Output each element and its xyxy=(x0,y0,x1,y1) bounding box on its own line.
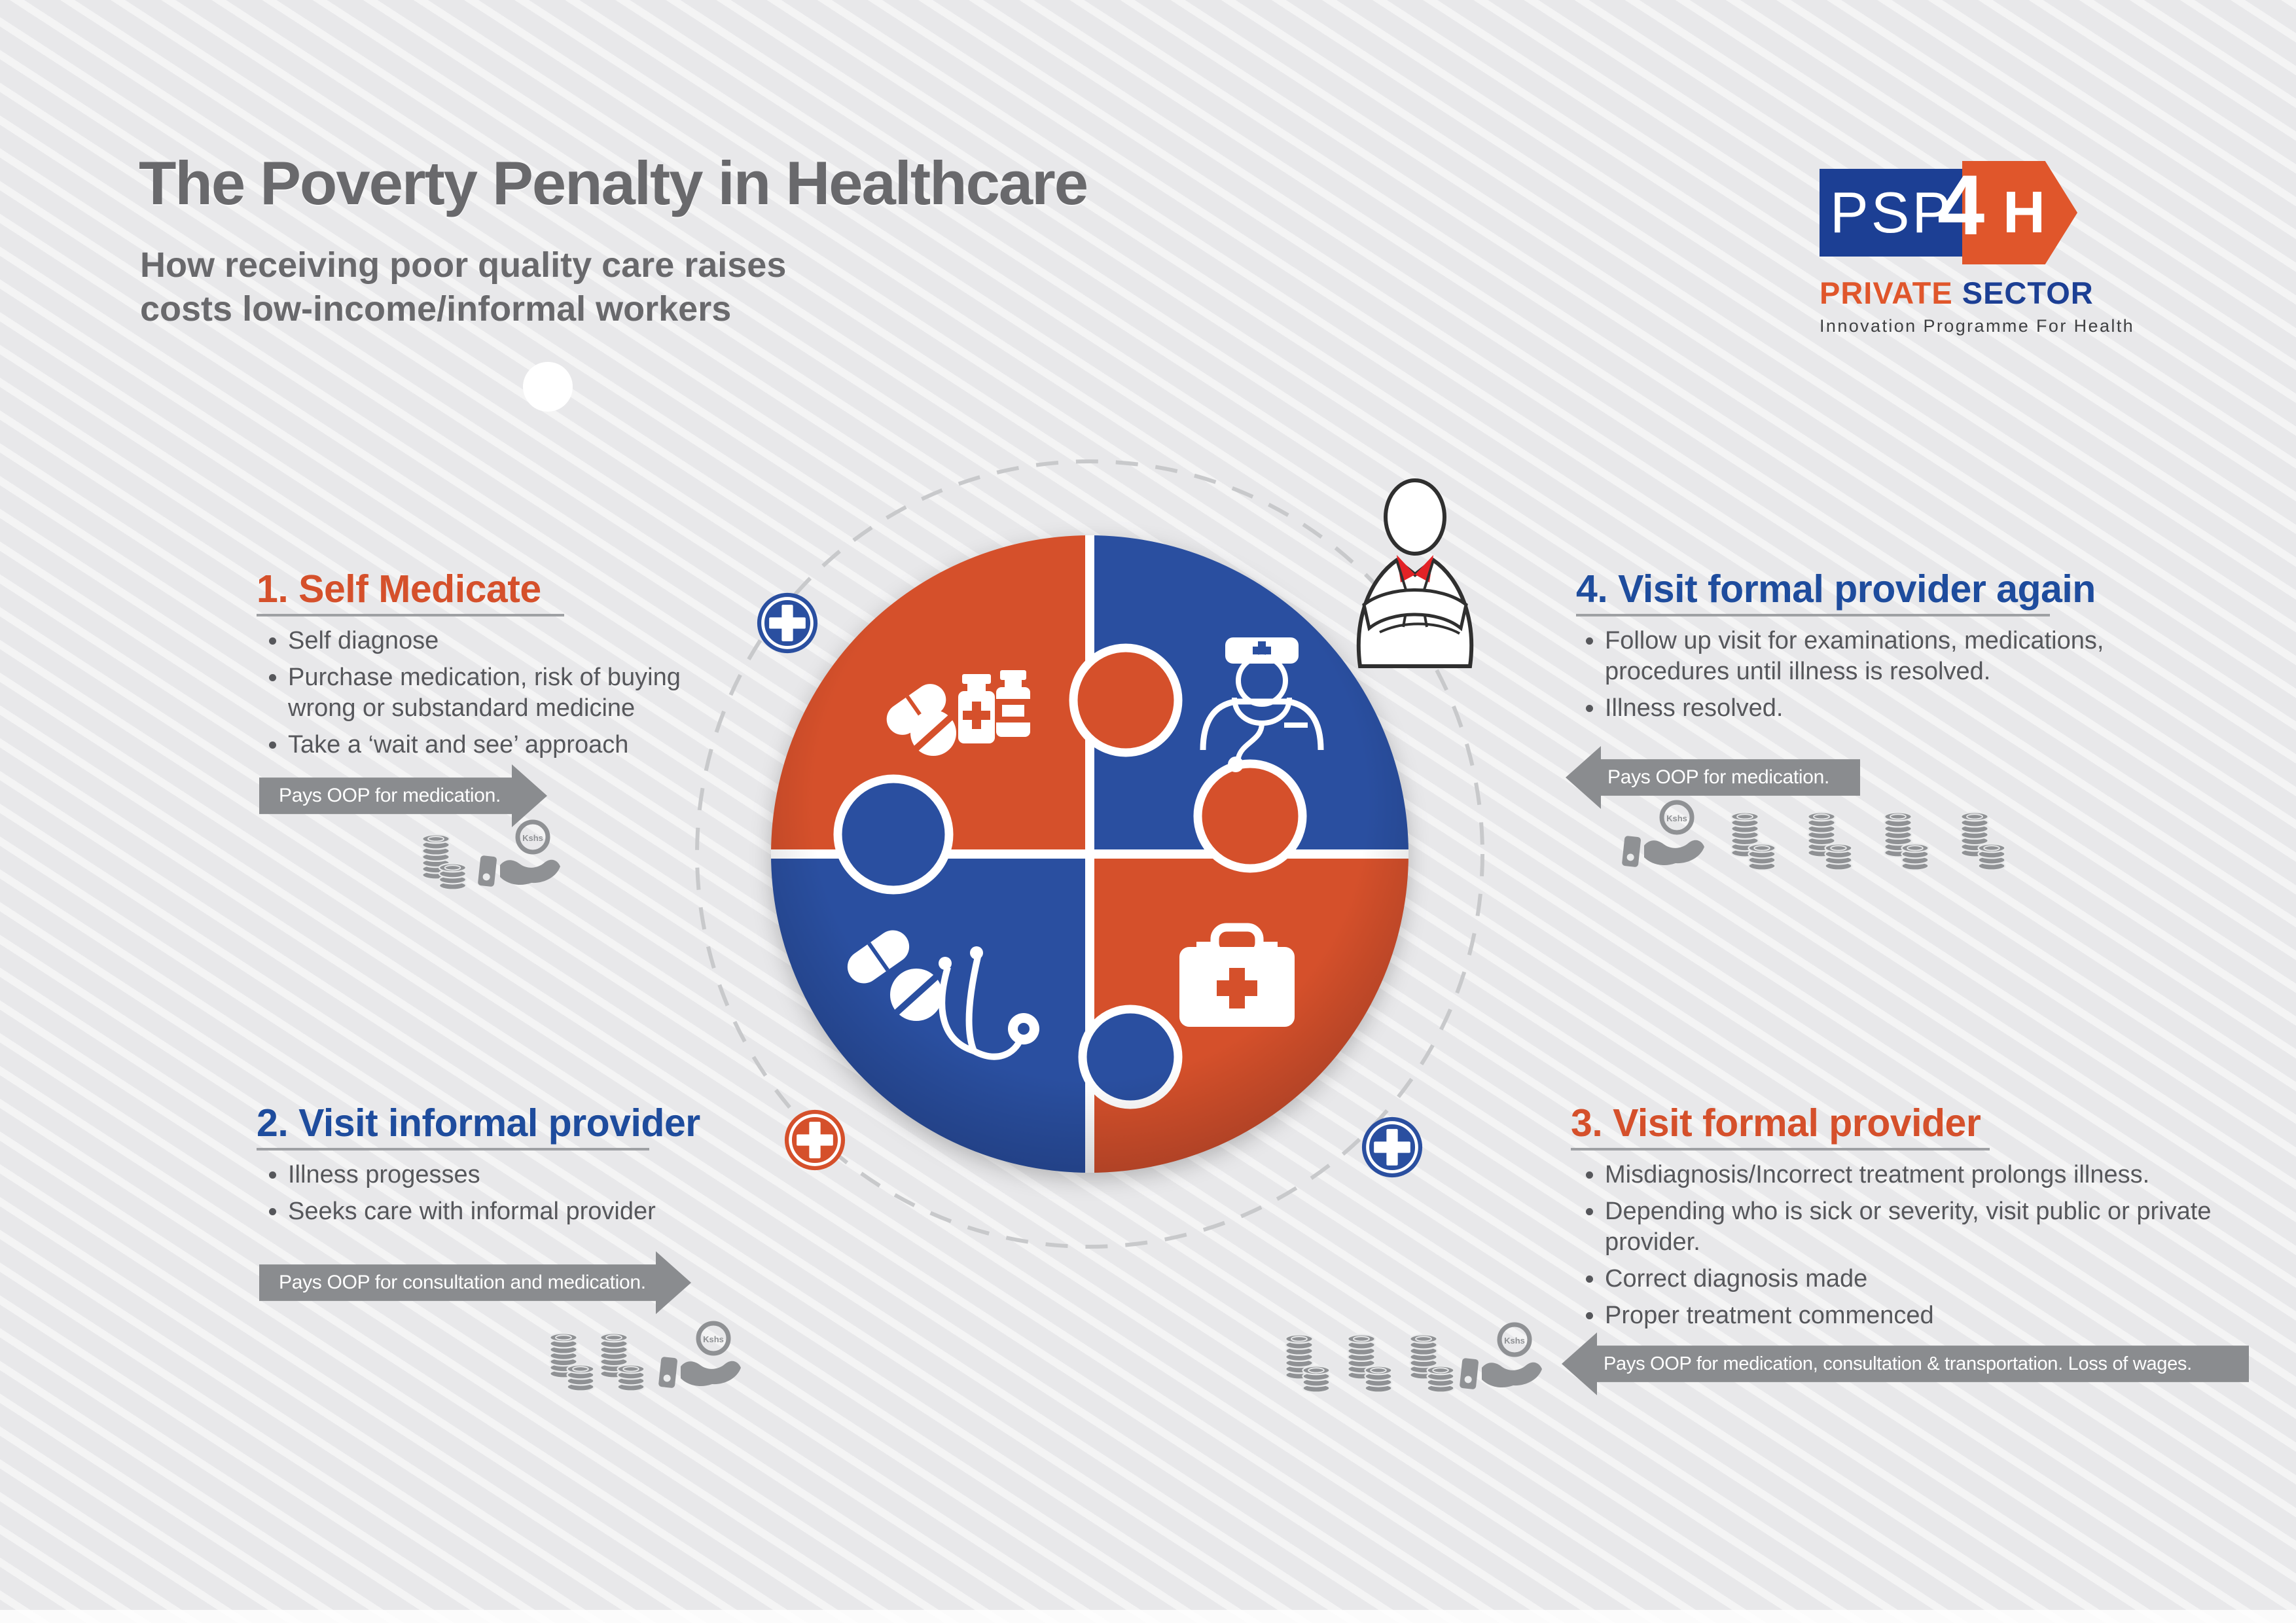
subtitle-line-1: How receiving poor quality care raises xyxy=(140,245,787,285)
medication-icon xyxy=(886,670,1030,756)
puzzle-knob-bottom xyxy=(1078,1005,1183,1109)
bullet-item: Follow up visit for examinations, medica… xyxy=(1605,626,2168,687)
section-1-bullets: Self diagnose Purchase medication, risk … xyxy=(259,626,720,766)
first-aid-kit-icon xyxy=(1179,923,1295,1027)
section-3-bullets: Misdiagnosis/Incorrect treatment prolong… xyxy=(1576,1160,2214,1337)
puzzle-knob-left xyxy=(833,774,954,895)
section-3-divider xyxy=(1571,1148,1990,1150)
section-2-heading: 2. Visit informal provider xyxy=(257,1101,700,1145)
logo-psp-box: PSP xyxy=(1820,169,1967,257)
logo-wordmark: PRIVATE SECTOR xyxy=(1820,275,2212,311)
pills-stethoscope-icon xyxy=(847,930,1039,1060)
logo-4-text: 4 xyxy=(1937,157,1985,253)
section-2-oop-arrow: Pays OOP for consultation and medication… xyxy=(259,1251,691,1314)
decorative-dot xyxy=(523,362,573,412)
section-2-bullets: Illness progesses Seeks care with inform… xyxy=(259,1160,812,1233)
section-4-bullets: Follow up visit for examinations, medica… xyxy=(1576,626,2168,730)
section-2-divider xyxy=(257,1148,649,1150)
logo-word-sector: SECTOR xyxy=(1962,276,2094,310)
bullet-item: Take a ‘wait and see’ approach xyxy=(288,730,720,760)
page-subtitle: How receiving poor quality care raises c… xyxy=(140,243,786,331)
section-1-heading: 1. Self Medicate xyxy=(257,567,541,611)
section-1-oop-arrow: Pays OOP for medication. xyxy=(259,764,547,827)
psp4h-logo: PSP H 4 PRIVATE SECTOR Innovation Program… xyxy=(1820,157,2212,336)
logo-psp-text: PSP xyxy=(1830,180,1954,245)
section-2-money-icons xyxy=(549,1321,745,1391)
puzzle-knob-top xyxy=(1069,643,1183,757)
bullet-item: Purchase medication, risk of buying wron… xyxy=(288,662,720,724)
doctor-figure xyxy=(1356,478,1474,668)
section-3-heading: 3. Visit formal provider xyxy=(1571,1101,1981,1145)
bottom-edge-strip xyxy=(0,1610,2296,1623)
bullet-item: Illness progesses xyxy=(288,1160,812,1190)
logo-word-private: PRIVATE xyxy=(1820,276,1953,310)
section-4-divider xyxy=(1576,614,2050,616)
section-4-money-icons xyxy=(1622,798,2006,870)
section-1-divider xyxy=(257,614,564,616)
bullet-item: Depending who is sick or severity, visit… xyxy=(1605,1196,2214,1258)
bullet-item: Proper treatment commenced xyxy=(1605,1300,2214,1331)
dashed-cycle-ring xyxy=(695,459,1484,1249)
bullet-item: Correct diagnosis made xyxy=(1605,1264,2214,1294)
section-3-money-icons xyxy=(1285,1322,1546,1393)
nurse-icon xyxy=(1200,637,1324,772)
section-1-money-icons xyxy=(422,819,563,890)
logo-h-text: H xyxy=(2003,179,2045,245)
medical-cross-badge-blue-bottom xyxy=(1361,1116,1424,1179)
page-title: The Poverty Penalty in Healthcare xyxy=(139,149,1088,217)
bullet-item: Seeks care with informal provider xyxy=(288,1196,812,1227)
section-3-oop-arrow: Pays OOP for medication, consultation & … xyxy=(1562,1332,2249,1395)
subtitle-line-2: costs low-income/informal workers xyxy=(140,289,732,329)
logo-tagline: Innovation Programme For Health xyxy=(1820,316,2135,336)
bullet-item: Self diagnose xyxy=(288,626,720,656)
medical-cross-badge-blue-top xyxy=(756,592,819,654)
puzzle-quadrants xyxy=(771,535,1408,1173)
section-4-heading: 4. Visit formal provider again xyxy=(1576,567,2096,611)
puzzle-knob-right xyxy=(1193,759,1307,873)
bullet-item: Illness resolved. xyxy=(1605,693,2168,724)
bullet-item: Misdiagnosis/Incorrect treatment prolong… xyxy=(1605,1160,2214,1190)
